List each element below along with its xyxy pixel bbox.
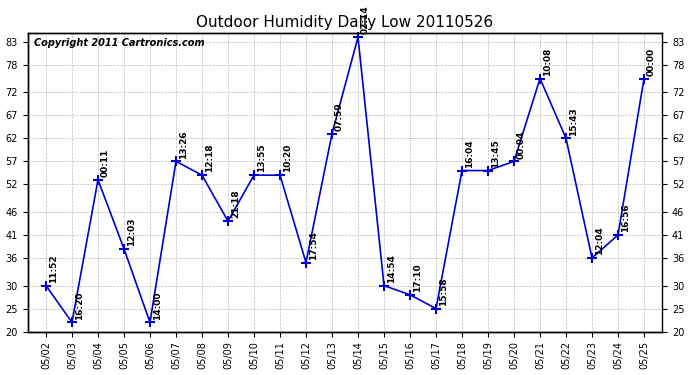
Title: Outdoor Humidity Daily Low 20110526: Outdoor Humidity Daily Low 20110526	[197, 15, 493, 30]
Text: 13:45: 13:45	[491, 139, 500, 168]
Text: 13:55: 13:55	[257, 144, 266, 172]
Text: 12:18: 12:18	[205, 144, 214, 172]
Text: 17:10: 17:10	[413, 263, 422, 292]
Text: 02:14: 02:14	[361, 6, 370, 34]
Text: Copyright 2011 Cartronics.com: Copyright 2011 Cartronics.com	[34, 39, 205, 48]
Text: 00:00: 00:00	[647, 48, 656, 76]
Text: 16:04: 16:04	[465, 139, 474, 168]
Text: 17:54: 17:54	[309, 231, 318, 260]
Text: 16:56: 16:56	[621, 204, 630, 232]
Text: 15:58: 15:58	[439, 277, 448, 306]
Text: 10:20: 10:20	[283, 144, 292, 172]
Text: 14:54: 14:54	[387, 254, 396, 283]
Text: 12:03: 12:03	[127, 217, 136, 246]
Text: 16:20: 16:20	[75, 291, 83, 320]
Text: 00:04: 00:04	[517, 130, 526, 159]
Text: 21:18: 21:18	[230, 190, 239, 218]
Text: 10:08: 10:08	[543, 47, 552, 76]
Text: 07:59: 07:59	[335, 102, 344, 131]
Text: 15:43: 15:43	[569, 107, 578, 136]
Text: 11:52: 11:52	[49, 254, 58, 283]
Text: 00:11: 00:11	[101, 148, 110, 177]
Text: 14:00: 14:00	[152, 291, 161, 320]
Text: 13:26: 13:26	[179, 130, 188, 159]
Text: 12:04: 12:04	[595, 226, 604, 255]
